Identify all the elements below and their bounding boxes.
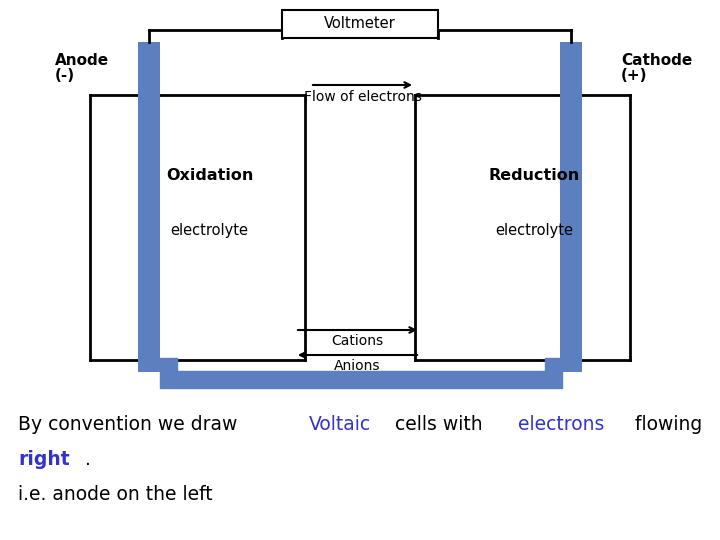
Text: Oxidation: Oxidation	[166, 167, 253, 183]
Bar	[282, 10, 438, 38]
Text: Anions: Anions	[334, 359, 381, 373]
Text: electrolyte: electrolyte	[495, 222, 574, 238]
Text: Anode: Anode	[55, 53, 109, 68]
Text: Cations: Cations	[331, 334, 384, 348]
Polygon shape	[160, 358, 562, 388]
Bar	[560, 42, 582, 372]
Text: Cathode: Cathode	[621, 53, 692, 68]
Text: By convention we draw: By convention we draw	[18, 415, 243, 434]
Text: .: .	[85, 450, 91, 469]
Text: i.e. anode on the left: i.e. anode on the left	[18, 485, 212, 504]
Text: (-): (-)	[55, 68, 75, 83]
Text: Voltaic: Voltaic	[309, 415, 371, 434]
Text: flowing: flowing	[629, 415, 708, 434]
Text: right: right	[18, 450, 70, 469]
Bar	[138, 42, 160, 372]
Text: Flow of electrons: Flow of electrons	[304, 90, 421, 104]
Text: Reduction: Reduction	[489, 167, 580, 183]
Text: electrons: electrons	[518, 415, 604, 434]
Text: (+): (+)	[621, 68, 647, 83]
Text: cells with: cells with	[389, 415, 489, 434]
Text: Voltmeter: Voltmeter	[324, 17, 396, 31]
Text: electrolyte: electrolyte	[171, 222, 248, 238]
